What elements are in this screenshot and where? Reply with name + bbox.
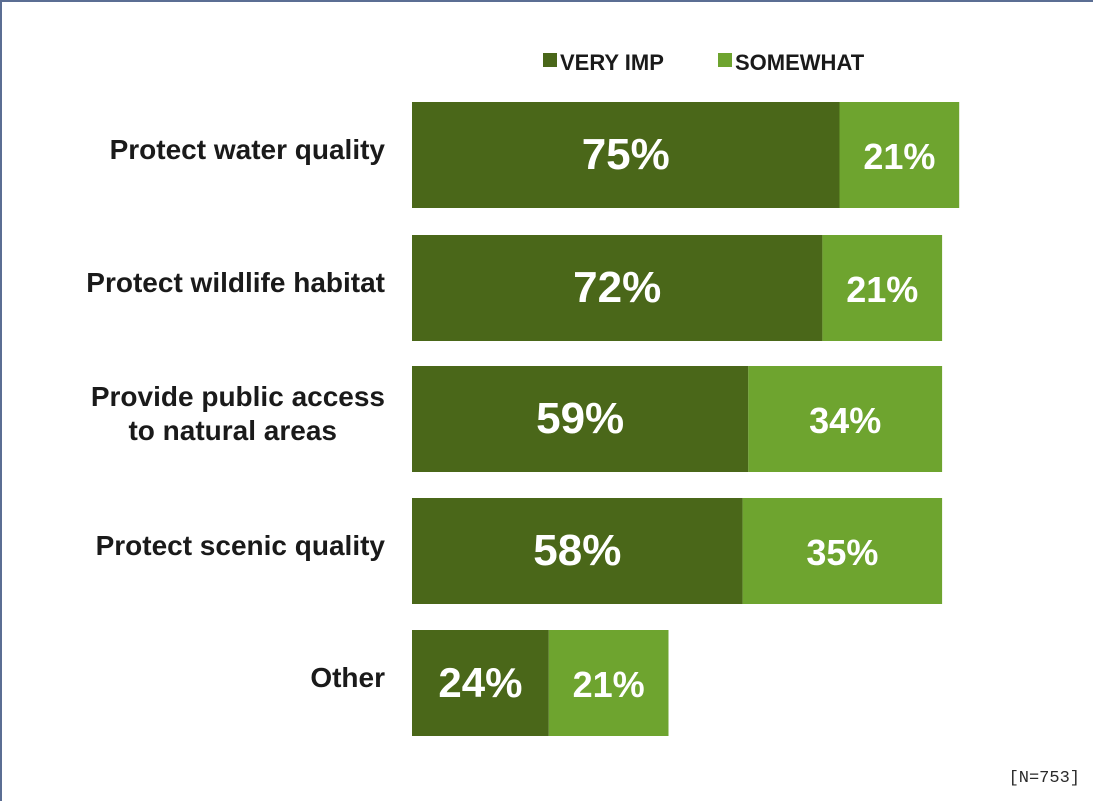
category-label-public-access: Provide public access to natural areas — [91, 381, 385, 446]
category-label-other: Other — [310, 662, 385, 693]
bar-water-quality-somewhat — [839, 102, 960, 208]
category-label-wildlife-habitat: Protect wildlife habitat — [86, 267, 385, 298]
legend: VERY IMP SOMEWHAT — [543, 50, 865, 75]
sample-size-note: [N=753] — [1009, 769, 1080, 788]
data-label-scenic-quality-somewhat: 35% — [806, 532, 878, 573]
legend-label-very-imp: VERY IMP — [560, 50, 664, 75]
bar-public-access-somewhat — [748, 366, 943, 472]
category-labels: Protect water quality Protect wildlife ha… — [86, 134, 385, 693]
data-label-water-quality-very-imp: 75% — [582, 130, 670, 179]
legend-swatch-somewhat — [718, 53, 732, 67]
bars: 75% 21% 72% 21% 59% 34% 58% 35% 24% 21% — [412, 102, 960, 736]
data-label-other-very-imp: 24% — [438, 659, 522, 706]
legend-label-somewhat: SOMEWHAT — [735, 50, 865, 75]
legend-swatch-very-imp — [543, 53, 557, 67]
bar-scenic-quality-somewhat — [742, 498, 943, 604]
data-label-wildlife-habitat-very-imp: 72% — [573, 263, 661, 312]
bar-other-very-imp — [412, 630, 549, 736]
category-label-line: Protect scenic quality — [96, 530, 386, 561]
data-label-public-access-very-imp: 59% — [536, 394, 624, 443]
category-label-scenic-quality: Protect scenic quality — [96, 530, 386, 561]
category-label-line: Other — [310, 662, 385, 693]
bar-other-somewhat — [548, 630, 669, 736]
data-label-public-access-somewhat: 34% — [809, 400, 881, 441]
data-label-other-somewhat: 21% — [573, 664, 645, 705]
data-label-scenic-quality-very-imp: 58% — [533, 526, 621, 575]
bar-water-quality-very-imp — [412, 102, 840, 208]
category-label-line: Protect water quality — [110, 134, 386, 165]
category-label-water-quality: Protect water quality — [110, 134, 386, 165]
bar-public-access-very-imp — [412, 366, 749, 472]
data-label-wildlife-habitat-somewhat: 21% — [846, 269, 918, 310]
bar-wildlife-habitat-very-imp — [412, 235, 823, 341]
bar-wildlife-habitat-somewhat — [822, 235, 943, 341]
bar-scenic-quality-very-imp — [412, 498, 743, 604]
category-label-line: Protect wildlife habitat — [86, 267, 385, 298]
category-label-line: to natural areas — [128, 415, 337, 446]
data-label-water-quality-somewhat: 21% — [863, 136, 935, 177]
category-label-line: Provide public access — [91, 381, 385, 412]
